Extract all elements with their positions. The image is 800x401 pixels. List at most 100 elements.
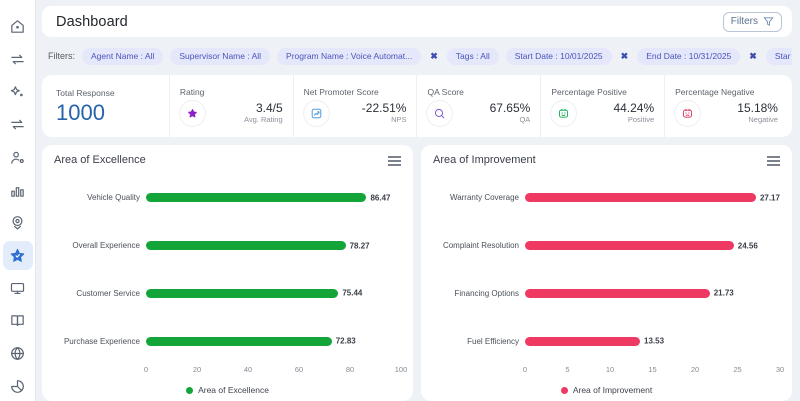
chart-bar-track: 86.47 bbox=[146, 193, 401, 203]
chart-bar-value: 72.83 bbox=[335, 336, 356, 346]
filter-chip[interactable]: Agent Name : All bbox=[82, 47, 164, 65]
kpi-subtitle: QA bbox=[519, 114, 531, 124]
axis-tick-label: 20 bbox=[192, 365, 202, 374]
chart-bar[interactable] bbox=[146, 336, 332, 346]
sidebar-item-global[interactable] bbox=[3, 339, 33, 369]
axis-tick-label: 40 bbox=[243, 365, 253, 374]
filter-chip[interactable]: Start Date : 10/01/2025 bbox=[505, 47, 612, 65]
kpi-value: 1000 bbox=[56, 100, 105, 125]
filter-chip-label: Agent Name : All bbox=[91, 51, 155, 61]
sidebar-item-reports[interactable] bbox=[3, 371, 33, 401]
chart-bar[interactable] bbox=[525, 336, 640, 346]
sidebar-item-locations[interactable] bbox=[3, 208, 33, 238]
chart-bar-track: 27.17 bbox=[525, 193, 780, 203]
nps-chart-icon bbox=[303, 100, 329, 126]
filter-chip-label: Tags : All bbox=[455, 51, 490, 61]
legend-color-dot bbox=[186, 386, 194, 394]
filters-button-label: Filters bbox=[730, 16, 758, 27]
filter-chip-remove-icon[interactable]: ✖ bbox=[620, 50, 629, 61]
axis-tick-label: 0 bbox=[143, 365, 149, 374]
hamburger-menu-icon[interactable] bbox=[388, 154, 401, 166]
chart-bar-row: Purchase Experience 72.83 bbox=[54, 334, 401, 348]
axis-tick-label: 10 bbox=[605, 365, 615, 374]
sidebar-item-exchange[interactable] bbox=[3, 110, 33, 140]
kpi-subtitle: Positive bbox=[627, 114, 655, 124]
chart-bar-row: Financing Options 21.73 bbox=[433, 286, 780, 300]
home-icon bbox=[9, 18, 26, 35]
kpi-card-percentage-positive: Percentage Positive 44.24% Positive bbox=[541, 75, 666, 137]
filter-chip-remove-icon[interactable]: ✖ bbox=[749, 50, 757, 61]
chart-legend[interactable]: Area of Improvement bbox=[433, 379, 780, 401]
sidebar-item-monitoring[interactable] bbox=[3, 273, 33, 303]
sidebar-item-ai-insights[interactable] bbox=[3, 77, 33, 107]
chart-bar-row: Overall Experience 78.27 bbox=[54, 239, 401, 253]
chart-bar[interactable] bbox=[525, 193, 756, 203]
chart-bar[interactable] bbox=[146, 241, 346, 251]
chart-bar-track: 13.53 bbox=[525, 336, 780, 346]
filter-chip-label: Supervisor Name : All bbox=[179, 51, 262, 61]
filter-chip-remove-icon[interactable]: ✖ bbox=[430, 50, 438, 61]
kpi-card-total-response: Total Response 1000 bbox=[46, 75, 170, 137]
filter-chip[interactable]: Supervisor Name : All bbox=[170, 47, 271, 65]
chart-bar[interactable] bbox=[146, 288, 339, 298]
chart-category-label: Warranty Coverage bbox=[449, 193, 519, 203]
kpi-card-percentage-negative: Percentage Negative 15.18% Negative bbox=[665, 75, 788, 137]
kpi-body: 44.24% Positive bbox=[551, 100, 655, 126]
filters-button[interactable]: Filters bbox=[722, 11, 782, 32]
sidebar-item-agents[interactable] bbox=[3, 143, 33, 173]
funnel-icon bbox=[763, 17, 774, 26]
chart-bar-value: 78.27 bbox=[349, 241, 370, 251]
chart-category-label: Overall Experience bbox=[72, 241, 140, 251]
chart-bar-row: Vehicle Quality 86.47 bbox=[54, 191, 401, 205]
axis-tick-label: 0 bbox=[522, 365, 528, 374]
kpi-body: -22.51% NPS bbox=[303, 100, 406, 126]
kpi-card-rating: Rating 3.4/5 Avg. Rating bbox=[170, 75, 294, 137]
location-pin-icon bbox=[9, 214, 26, 231]
chart-legend[interactable]: Area of Excellence bbox=[54, 379, 401, 401]
chart-bar[interactable] bbox=[525, 241, 734, 251]
sidebar-item-library[interactable] bbox=[3, 306, 33, 336]
chart-bar[interactable] bbox=[525, 288, 710, 298]
sidebar-item-analytics[interactable] bbox=[3, 175, 33, 205]
kpi-body: 3.4/5 Avg. Rating bbox=[179, 100, 283, 126]
hamburger-menu-icon[interactable] bbox=[767, 154, 780, 166]
chart-category-label: Customer Service bbox=[76, 288, 140, 298]
filter-chip[interactable]: End Date : 10/31/2025 bbox=[637, 47, 741, 65]
chart-plot-area: Vehicle Quality 86.47 Overall Experience 78… bbox=[54, 166, 407, 401]
filter-chip-label: Program Name : Voice Automat... bbox=[286, 51, 413, 61]
chart-bar-value: 21.73 bbox=[713, 288, 734, 298]
kpi-body: 15.18% Negative bbox=[675, 100, 778, 126]
chart-bar[interactable] bbox=[146, 193, 367, 203]
kpi-values: 44.24% Positive bbox=[613, 101, 655, 124]
axis-tick-label: 5 bbox=[565, 365, 570, 374]
kpi-card-net-promoter-score: Net Promoter Score -22.51% NPS bbox=[294, 75, 418, 137]
sidebar-item-dashboard[interactable] bbox=[2, 240, 33, 271]
legend-label: Area of Improvement bbox=[572, 385, 653, 395]
kpi-value: 67.65% bbox=[489, 100, 531, 115]
chart-category-label: Fuel Efficiency bbox=[467, 336, 519, 346]
star-icon bbox=[179, 100, 205, 126]
chart-category-label: Financing Options bbox=[454, 288, 519, 298]
axis-tick-label: 25 bbox=[733, 365, 742, 374]
chart-category-label: Complaint Resolution bbox=[442, 241, 519, 251]
kpi-title: Total Response bbox=[56, 88, 115, 98]
filter-chip[interactable]: Star Rating : All bbox=[765, 47, 792, 65]
axis-tick-label: 100 bbox=[394, 365, 408, 374]
chart-x-axis: 0 5 10 15 20 25 30 bbox=[522, 365, 784, 379]
kpi-values: 3.4/5 Avg. Rating bbox=[244, 101, 283, 124]
filter-chip[interactable]: Program Name : Voice Automat... bbox=[277, 47, 422, 65]
kpi-subtitle: Avg. Rating bbox=[244, 114, 283, 124]
chart-bars: Warranty Coverage 27.17 Complaint Resoluti… bbox=[433, 174, 780, 365]
legend-label: Area of Excellence bbox=[198, 385, 269, 395]
chart-x-axis: 0 20 40 60 80 100 bbox=[143, 365, 407, 379]
pie-chart-icon bbox=[9, 378, 26, 395]
chart-bar-track: 72.83 bbox=[146, 336, 401, 346]
axis-tick-label: 15 bbox=[648, 365, 657, 374]
sidebar-item-transfers[interactable] bbox=[3, 45, 33, 75]
chart-bar-track: 75.44 bbox=[146, 288, 401, 298]
filter-chip[interactable]: Tags : All bbox=[446, 47, 499, 65]
kpi-values: 67.65% QA bbox=[489, 100, 531, 124]
sidebar-item-home[interactable] bbox=[3, 12, 33, 42]
kpi-subtitle: Negative bbox=[748, 114, 778, 124]
kpi-values: 15.18% Negative bbox=[737, 101, 778, 124]
